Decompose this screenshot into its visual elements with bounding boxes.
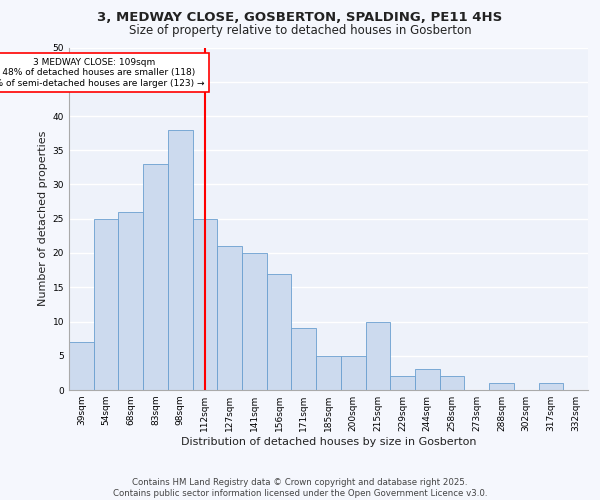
- Bar: [143, 164, 168, 390]
- Bar: [217, 246, 242, 390]
- Y-axis label: Number of detached properties: Number of detached properties: [38, 131, 49, 306]
- Bar: [415, 370, 440, 390]
- Bar: [292, 328, 316, 390]
- Text: Contains HM Land Registry data © Crown copyright and database right 2025.
Contai: Contains HM Land Registry data © Crown c…: [113, 478, 487, 498]
- Bar: [94, 219, 118, 390]
- Bar: [69, 342, 94, 390]
- Bar: [365, 322, 390, 390]
- X-axis label: Distribution of detached houses by size in Gosberton: Distribution of detached houses by size …: [181, 437, 476, 447]
- Bar: [539, 383, 563, 390]
- Text: 3, MEDWAY CLOSE, GOSBERTON, SPALDING, PE11 4HS: 3, MEDWAY CLOSE, GOSBERTON, SPALDING, PE…: [97, 11, 503, 24]
- Bar: [118, 212, 143, 390]
- Bar: [316, 356, 341, 390]
- Text: 3 MEDWAY CLOSE: 109sqm
← 48% of detached houses are smaller (118)
50% of semi-de: 3 MEDWAY CLOSE: 109sqm ← 48% of detached…: [0, 58, 205, 88]
- Bar: [267, 274, 292, 390]
- Bar: [390, 376, 415, 390]
- Text: Size of property relative to detached houses in Gosberton: Size of property relative to detached ho…: [128, 24, 472, 37]
- Bar: [168, 130, 193, 390]
- Bar: [242, 253, 267, 390]
- Bar: [193, 219, 217, 390]
- Bar: [341, 356, 365, 390]
- Bar: [440, 376, 464, 390]
- Bar: [489, 383, 514, 390]
